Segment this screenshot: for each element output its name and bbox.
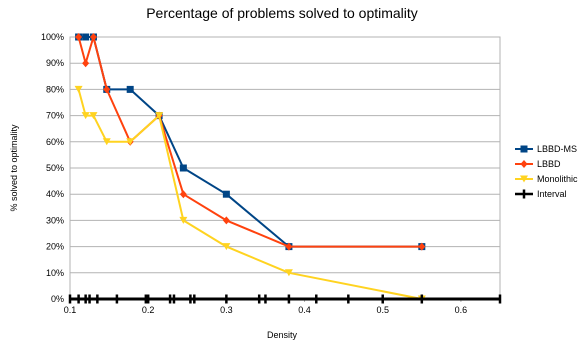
- legend-marker: [520, 160, 528, 168]
- data-point: [222, 216, 230, 225]
- legend-marker: [520, 145, 528, 153]
- legend-item: Interval: [515, 189, 567, 199]
- data-point: [418, 242, 426, 251]
- data-point: [126, 138, 135, 146]
- chart-title: Percentage of problems solved to optimal…: [146, 5, 418, 21]
- data-point: [103, 85, 111, 94]
- y-tick-label: 100%: [41, 32, 64, 42]
- x-tick-label: 0.5: [376, 305, 389, 315]
- legend-item: LBBD: [515, 159, 561, 169]
- y-tick-label: 10%: [46, 268, 64, 278]
- data-point: [74, 85, 83, 93]
- y-tick-label: 20%: [46, 242, 64, 252]
- data-point: [155, 112, 164, 120]
- series-line: [78, 36, 422, 248]
- legend-label: LBBD-MS: [537, 144, 577, 154]
- data-point: [81, 112, 90, 120]
- x-tick-label: 0.3: [220, 305, 233, 315]
- data-point: [89, 112, 98, 120]
- series-line: [77, 89, 423, 300]
- legend-label: Interval: [537, 189, 567, 199]
- legend-label: LBBD: [537, 159, 561, 169]
- data-point: [82, 33, 90, 41]
- y-axis-label: % solved to optimality: [9, 124, 19, 212]
- x-tick-label: 0.4: [298, 305, 311, 315]
- y-tick-label: 80%: [46, 84, 64, 94]
- data-point: [222, 190, 230, 198]
- x-tick-label: 0.6: [455, 305, 468, 315]
- data-point: [179, 216, 188, 224]
- y-tick-label: 50%: [46, 163, 64, 173]
- x-axis-label: Density: [267, 330, 298, 340]
- data-point: [102, 138, 111, 146]
- series-interval: [68, 294, 502, 304]
- data-point: [75, 33, 83, 41]
- legend-label: Monolithic: [537, 174, 578, 184]
- data-point: [285, 242, 293, 251]
- data-point: [222, 243, 231, 251]
- data-point: [179, 164, 187, 172]
- x-tick-label: 0.1: [64, 305, 77, 315]
- data-point: [126, 85, 134, 93]
- y-tick-label: 40%: [46, 189, 64, 199]
- legend-marker: [520, 175, 528, 183]
- data-point: [284, 269, 293, 277]
- y-tick-label: 0%: [51, 294, 64, 304]
- legend: LBBD-MS LBBD Monolithic Interval: [515, 144, 578, 199]
- data-point: [179, 190, 187, 199]
- y-tick-label: 60%: [46, 137, 64, 147]
- legend-item: Monolithic: [515, 174, 578, 184]
- y-tick-label: 70%: [46, 111, 64, 121]
- y-tick-label: 90%: [46, 58, 64, 68]
- y-tick-label: 30%: [46, 215, 64, 225]
- legend-item: LBBD-MS: [515, 144, 577, 154]
- x-tick-label: 0.2: [142, 305, 155, 315]
- data-point: [82, 59, 90, 68]
- series: [68, 33, 502, 304]
- data-point: [89, 33, 97, 41]
- gridlines: [70, 36, 500, 300]
